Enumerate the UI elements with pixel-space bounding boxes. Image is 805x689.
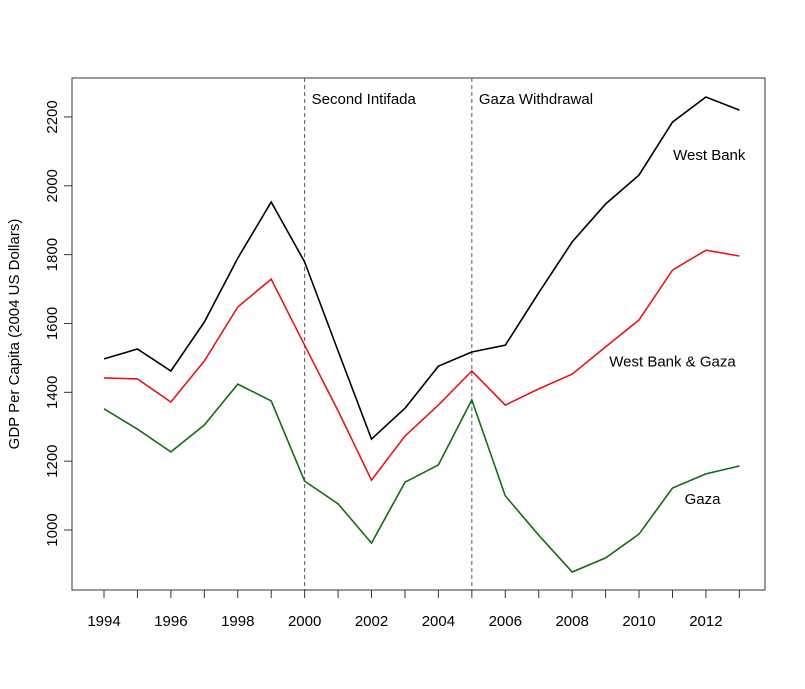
series-line-west-bank — [103, 96, 740, 441]
y-tick-label: 1000 — [44, 513, 61, 546]
y-axis-label: GDP Per Capita (2004 US Dollars) — [6, 219, 23, 450]
x-tick-label: 2010 — [622, 613, 655, 630]
x-tick-label: 2006 — [489, 613, 522, 630]
x-tick-label: 2008 — [555, 613, 588, 630]
plot-frame — [71, 77, 766, 591]
y-tick-label: 1800 — [44, 238, 61, 271]
y-tick-label: 2200 — [44, 100, 61, 133]
event-label: Gaza Withdrawal — [479, 91, 593, 108]
x-tick-label: 2004 — [422, 613, 455, 630]
y-tick-label: 2000 — [44, 169, 61, 202]
x-tick-label: 2012 — [689, 613, 722, 630]
series-label: West Bank & Gaza — [609, 353, 736, 370]
event-label: Second Intifada — [312, 91, 417, 108]
x-tick-label: 1996 — [154, 613, 187, 630]
series-label: West Bank — [673, 147, 746, 164]
y-tick-label: 1400 — [44, 376, 61, 409]
x-tick-label: 1998 — [221, 613, 254, 630]
series-line-gaza — [103, 383, 740, 573]
x-tick-label: 2000 — [288, 613, 321, 630]
x-tick-label: 2002 — [355, 613, 388, 630]
y-tick-label: 1600 — [44, 307, 61, 340]
series-label: Gaza — [685, 491, 722, 508]
series-line-west-bank-gaza — [103, 249, 740, 482]
y-tick-label: 1200 — [44, 444, 61, 477]
x-tick-label: 1994 — [87, 613, 120, 630]
